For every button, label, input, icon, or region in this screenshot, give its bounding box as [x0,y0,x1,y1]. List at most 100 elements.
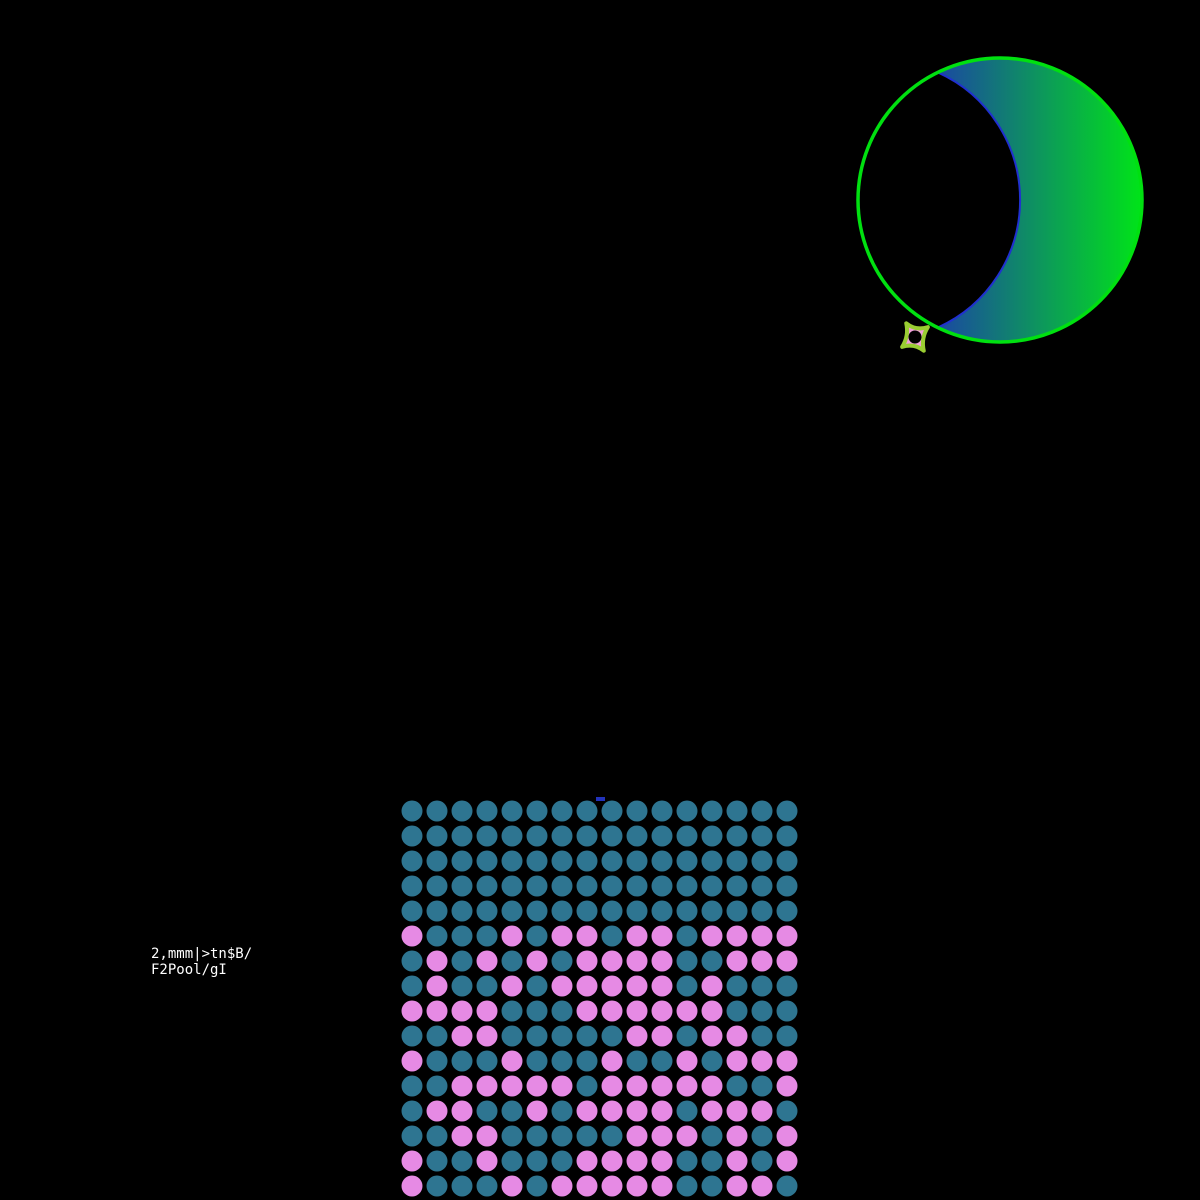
transaction-dot[interactable] [551,1100,573,1122]
transaction-dot[interactable] [526,900,548,922]
transaction-dot[interactable] [401,1000,423,1022]
transaction-dot[interactable] [526,1075,548,1097]
transaction-dot[interactable] [726,800,748,822]
transaction-dot[interactable] [751,900,773,922]
transaction-dot[interactable] [576,850,598,872]
transaction-dot[interactable] [501,1175,523,1197]
transaction-dot[interactable] [526,950,548,972]
transaction-dot[interactable] [776,1150,798,1172]
transaction-dot[interactable] [626,975,648,997]
transaction-dot[interactable] [701,800,723,822]
transaction-dot[interactable] [526,850,548,872]
transaction-dot[interactable] [726,1125,748,1147]
transaction-dot[interactable] [701,1150,723,1172]
transaction-dot[interactable] [701,950,723,972]
transaction-dot[interactable] [751,1125,773,1147]
transaction-dot[interactable] [651,1075,673,1097]
transaction-dot[interactable] [426,1175,448,1197]
transaction-dot[interactable] [776,875,798,897]
transaction-dot[interactable] [726,875,748,897]
transaction-dot[interactable] [576,950,598,972]
transaction-dot[interactable] [451,1150,473,1172]
transaction-dot[interactable] [501,1150,523,1172]
transaction-dot[interactable] [601,1175,623,1197]
transaction-dot[interactable] [626,1175,648,1197]
transaction-dot[interactable] [401,1175,423,1197]
transaction-dot[interactable] [626,1025,648,1047]
transaction-dot[interactable] [651,1025,673,1047]
transaction-dot[interactable] [701,1125,723,1147]
transaction-dot[interactable] [451,825,473,847]
transaction-dot[interactable] [426,1150,448,1172]
transaction-dot[interactable] [426,1125,448,1147]
transaction-dot[interactable] [401,1125,423,1147]
transaction-dot[interactable] [476,1000,498,1022]
transaction-dot[interactable] [626,1075,648,1097]
transaction-dot[interactable] [501,1050,523,1072]
transaction-dot[interactable] [476,850,498,872]
transaction-dot[interactable] [426,1025,448,1047]
transaction-dot[interactable] [526,925,548,947]
transaction-dot[interactable] [776,950,798,972]
transaction-dot[interactable] [576,1100,598,1122]
transaction-dot[interactable] [701,875,723,897]
transaction-dot[interactable] [476,875,498,897]
transaction-dot[interactable] [701,1075,723,1097]
transaction-dot[interactable] [476,1150,498,1172]
transaction-dot[interactable] [426,975,448,997]
transaction-dot[interactable] [451,925,473,947]
transaction-dot[interactable] [426,875,448,897]
transaction-dot[interactable] [401,850,423,872]
transaction-dot[interactable] [526,800,548,822]
transaction-dot[interactable] [651,1100,673,1122]
transaction-dot[interactable] [426,1050,448,1072]
transaction-dot[interactable] [726,1100,748,1122]
transaction-dot[interactable] [701,1000,723,1022]
transaction-dot[interactable] [676,1150,698,1172]
transaction-dot[interactable] [451,1000,473,1022]
transaction-dot[interactable] [401,800,423,822]
transaction-dot[interactable] [676,1175,698,1197]
transaction-dot[interactable] [676,950,698,972]
transaction-dot[interactable] [726,1050,748,1072]
transaction-dot[interactable] [676,850,698,872]
transaction-dot[interactable] [751,1025,773,1047]
transaction-dot[interactable] [476,1075,498,1097]
transaction-dot[interactable] [551,1000,573,1022]
transaction-dot[interactable] [501,1000,523,1022]
transaction-dot[interactable] [451,950,473,972]
transaction-dot[interactable] [601,975,623,997]
transaction-dot[interactable] [751,950,773,972]
transaction-dot[interactable] [401,1075,423,1097]
transaction-dot[interactable] [751,1100,773,1122]
transaction-dot[interactable] [726,825,748,847]
transaction-dot[interactable] [776,825,798,847]
transaction-dot[interactable] [626,1150,648,1172]
transaction-dot[interactable] [676,975,698,997]
transaction-dot[interactable] [726,1150,748,1172]
transaction-dot[interactable] [626,950,648,972]
transaction-dot[interactable] [501,1075,523,1097]
transaction-dot[interactable] [726,975,748,997]
transaction-dot[interactable] [701,825,723,847]
transaction-dot[interactable] [701,900,723,922]
transaction-dot[interactable] [701,1175,723,1197]
transaction-dot[interactable] [676,1025,698,1047]
transaction-dot[interactable] [476,825,498,847]
transaction-dot[interactable] [426,850,448,872]
transaction-dot[interactable] [551,900,573,922]
transaction-dot[interactable] [776,1000,798,1022]
transaction-dot[interactable] [401,825,423,847]
transaction-dot[interactable] [576,825,598,847]
transaction-dot[interactable] [626,875,648,897]
transaction-dot[interactable] [751,975,773,997]
transaction-dot[interactable] [551,1025,573,1047]
transaction-dot[interactable] [601,925,623,947]
transaction-dot[interactable] [676,1050,698,1072]
transaction-dot[interactable] [476,800,498,822]
transaction-dot[interactable] [726,1075,748,1097]
transaction-dot[interactable] [526,875,548,897]
transaction-dot[interactable] [676,925,698,947]
transaction-dot[interactable] [776,800,798,822]
transaction-dot[interactable] [476,975,498,997]
